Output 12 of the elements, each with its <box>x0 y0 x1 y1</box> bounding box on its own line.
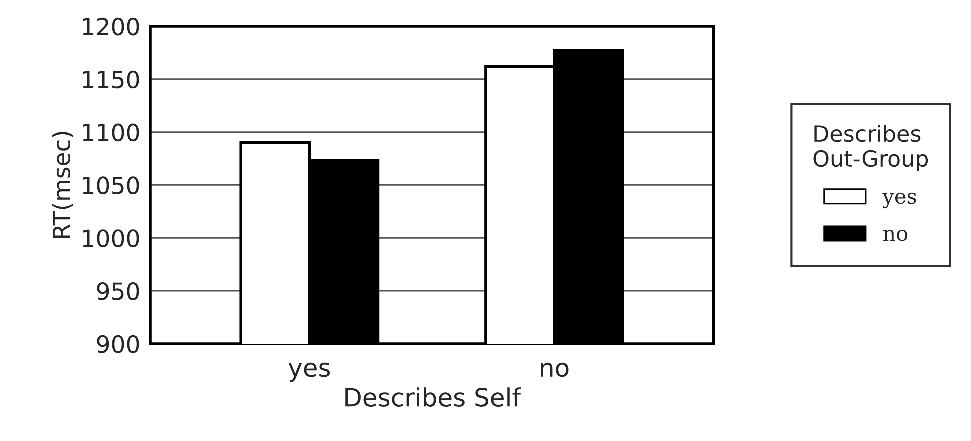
y-tick-label: 950 <box>97 282 140 300</box>
y-tick-label: 1200 <box>83 18 140 36</box>
y-tick-label: 1150 <box>83 70 140 89</box>
x-axis-title: Describes Self <box>346 388 522 407</box>
y-tick-label: 1100 <box>83 124 140 142</box>
y-axis-title: RT(msec) <box>52 132 74 238</box>
y-tick-label: 1000 <box>83 230 140 248</box>
y-tick-label: 900 <box>97 335 140 354</box>
y-tick-label: 1050 <box>83 176 140 195</box>
legend-label: yes <box>882 192 916 209</box>
legend-title: Describes Out-Group <box>814 125 928 172</box>
legend-label: no <box>883 230 908 242</box>
